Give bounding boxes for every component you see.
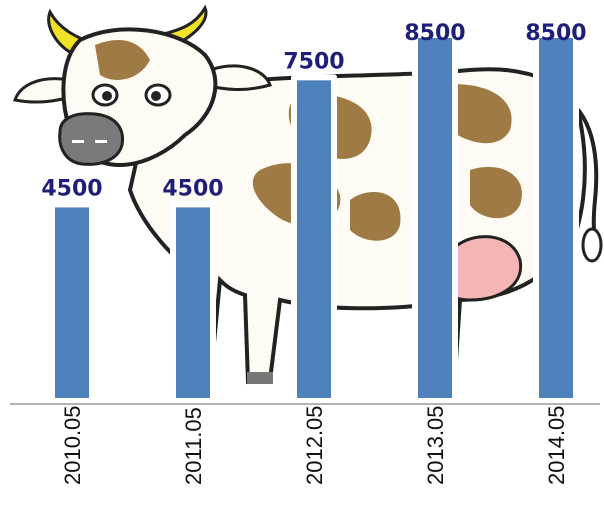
x-tick-label-2010.05: 2010.05 (60, 405, 85, 485)
x-tick-label-2012.05: 2012.05 (302, 405, 327, 485)
bar-2010.05 (55, 207, 89, 398)
value-label-2013.05: 8500 (404, 21, 465, 46)
value-labels-group: 4500 4500 7500 8500 8500 (41, 21, 586, 201)
x-tick-labels-group: 2010.05 2011.05 2012.05 2013.05 2014.05 (60, 405, 569, 485)
value-label-2010.05: 4500 (41, 176, 102, 201)
bars-group (49, 32, 579, 399)
bar-2014.05 (539, 38, 573, 398)
value-label-2014.05: 8500 (525, 21, 586, 46)
x-tick-label-2011.05: 2011.05 (181, 407, 206, 485)
x-tick-label-2014.05: 2014.05 (544, 405, 569, 485)
bar-2012.05 (297, 80, 331, 399)
bar-2011.05 (176, 207, 210, 398)
x-tick-label-2013.05: 2013.05 (423, 405, 448, 485)
value-label-2011.05: 4500 (162, 176, 223, 201)
value-label-2012.05: 7500 (283, 49, 344, 74)
bar-2013.05 (418, 38, 452, 398)
